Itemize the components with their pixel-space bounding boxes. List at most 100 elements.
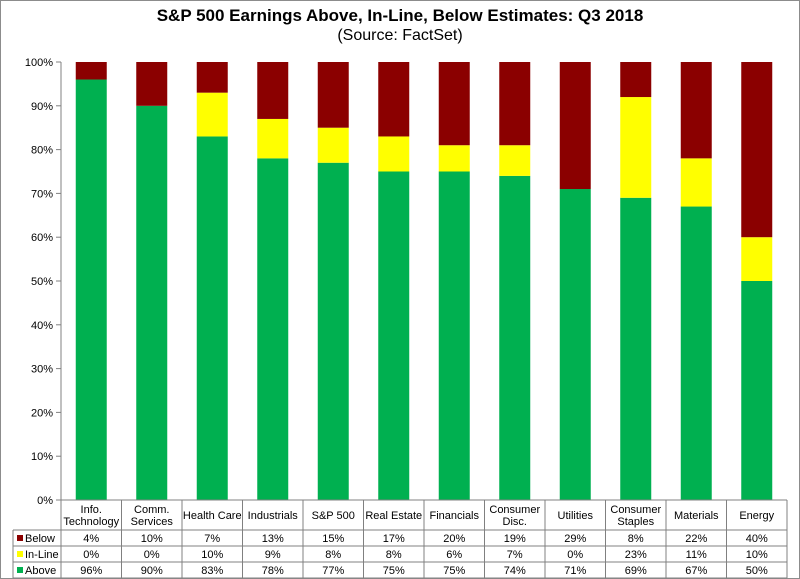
legend-key [17, 551, 23, 557]
data-label: 8% [628, 533, 644, 545]
y-tick-label: 80% [31, 145, 53, 157]
category-label: Disc. [503, 516, 527, 528]
bar-in-line [680, 158, 712, 207]
bar-below [620, 62, 652, 98]
data-label: 83% [201, 565, 223, 577]
legend-label: Above [25, 565, 56, 577]
data-label: 67% [685, 565, 707, 577]
bar-above [741, 281, 773, 500]
bar-in-line [378, 136, 410, 172]
category-label: Energy [739, 510, 774, 522]
category-label: Staples [617, 516, 654, 528]
data-label: 22% [685, 533, 707, 545]
bar-above [438, 171, 470, 500]
data-label: 8% [386, 549, 402, 561]
data-label: 8% [325, 549, 341, 561]
data-label: 0% [144, 549, 160, 561]
y-tick-label: 10% [31, 451, 53, 463]
category-label: Real Estate [365, 510, 422, 522]
data-label: 10% [201, 549, 223, 561]
bar-above [136, 105, 168, 501]
bar-above [620, 197, 652, 500]
chart-subtitle: (Source: FactSet) [337, 27, 463, 44]
data-label: 6% [446, 549, 462, 561]
data-label: 17% [383, 533, 405, 545]
category-label: S&P 500 [312, 510, 355, 522]
bar-above [317, 162, 349, 501]
data-label: 69% [625, 565, 647, 577]
y-tick-label: 90% [31, 101, 53, 113]
bar-above [257, 158, 289, 501]
category-label: Comm. [134, 504, 169, 516]
bar-in-line [317, 127, 349, 163]
bars [75, 62, 773, 501]
bar-below [499, 62, 531, 146]
data-label: 7% [507, 549, 523, 561]
bar-in-line [741, 237, 773, 281]
bar-in-line [620, 97, 652, 198]
y-tick-label: 0% [37, 495, 53, 507]
bar-above [75, 79, 107, 501]
data-label: 23% [625, 549, 647, 561]
bar-above [196, 136, 228, 500]
data-table: Info.Technology Comm.Services Health Care I… [12, 499, 788, 579]
legend-label: Below [25, 533, 55, 545]
bar-below [680, 62, 712, 159]
data-label: 10% [746, 549, 768, 561]
data-label: 96% [80, 565, 102, 577]
data-label: 50% [746, 565, 768, 577]
data-label: 40% [746, 533, 768, 545]
data-label: 4% [83, 533, 99, 545]
bar-above [499, 175, 531, 500]
category-label: Consumer [489, 504, 540, 516]
bar-in-line [196, 92, 228, 137]
data-label: 19% [504, 533, 526, 545]
category-label: Health Care [183, 510, 242, 522]
y-tick-label: 40% [31, 320, 53, 332]
bar-in-line [499, 145, 531, 176]
data-label: 29% [564, 533, 586, 545]
bar-above [680, 206, 712, 501]
data-label: 10% [141, 533, 163, 545]
bar-below [317, 62, 349, 128]
bar-below [378, 62, 410, 137]
y-tick-label: 30% [31, 364, 53, 376]
y-tick-label: 100% [25, 57, 53, 69]
bar-above [378, 171, 410, 500]
data-label: 9% [265, 549, 281, 561]
bar-below [257, 62, 289, 119]
data-label: 90% [141, 565, 163, 577]
category-label: Materials [674, 510, 719, 522]
y-axis: 0% 10% 20% 30% 40% 50% 60% 70% 80% 90% 100% [25, 57, 62, 507]
legend-key [17, 567, 23, 573]
category-label: Technology [63, 516, 119, 528]
y-tick-label: 50% [31, 276, 53, 288]
category-label: Industrials [248, 510, 299, 522]
bar-below [75, 62, 107, 80]
legend-label: In-Line [25, 549, 59, 561]
data-label: 71% [564, 565, 586, 577]
legend-key [17, 535, 23, 541]
data-label: 0% [567, 549, 583, 561]
data-label: 7% [204, 533, 220, 545]
data-label: 75% [383, 565, 405, 577]
data-label: 74% [504, 565, 526, 577]
chart-title: S&P 500 Earnings Above, In-Line, Below E… [156, 6, 644, 25]
y-tick-label: 20% [31, 407, 53, 419]
data-label: 75% [443, 565, 465, 577]
bar-below [136, 62, 168, 106]
data-label: 11% [686, 549, 707, 561]
bar-below [438, 62, 470, 146]
category-label: Utilities [558, 510, 594, 522]
category-label: Services [131, 516, 174, 528]
y-tick-label: 70% [31, 188, 53, 200]
data-label: 20% [443, 533, 465, 545]
category-label: Consumer [610, 504, 661, 516]
category-label: Info. [81, 504, 102, 516]
bar-above [559, 189, 591, 500]
data-label: 0% [83, 549, 99, 561]
data-label: 13% [262, 533, 284, 545]
bar-in-line [438, 145, 470, 172]
data-label: 15% [322, 533, 344, 545]
